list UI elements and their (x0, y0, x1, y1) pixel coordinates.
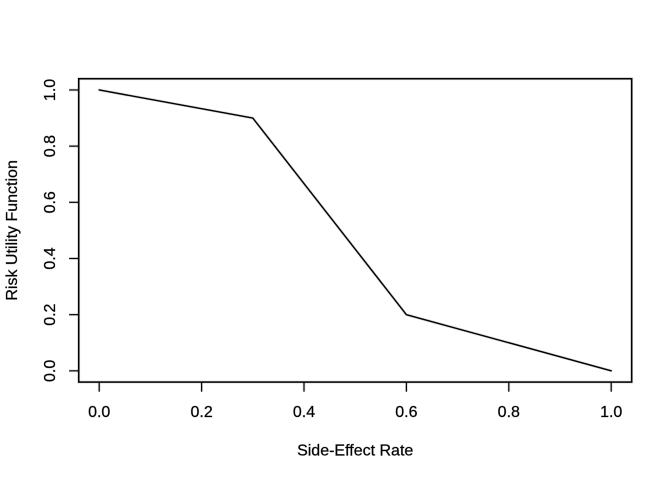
svg-text:0.2: 0.2 (42, 303, 59, 325)
svg-text:0.4: 0.4 (293, 404, 315, 421)
svg-text:0.2: 0.2 (190, 404, 212, 421)
svg-text:Side-Effect Rate: Side-Effect Rate (297, 442, 413, 459)
svg-text:0.0: 0.0 (42, 360, 59, 382)
svg-text:1.0: 1.0 (42, 79, 59, 101)
svg-text:0.8: 0.8 (42, 135, 59, 157)
svg-text:1.0: 1.0 (600, 404, 622, 421)
svg-text:Risk Utility Function: Risk Utility Function (4, 160, 21, 300)
svg-text:0.6: 0.6 (395, 404, 417, 421)
svg-text:0.8: 0.8 (498, 404, 520, 421)
svg-text:0.0: 0.0 (88, 404, 110, 421)
svg-text:0.4: 0.4 (42, 247, 59, 269)
svg-text:0.6: 0.6 (42, 191, 59, 213)
